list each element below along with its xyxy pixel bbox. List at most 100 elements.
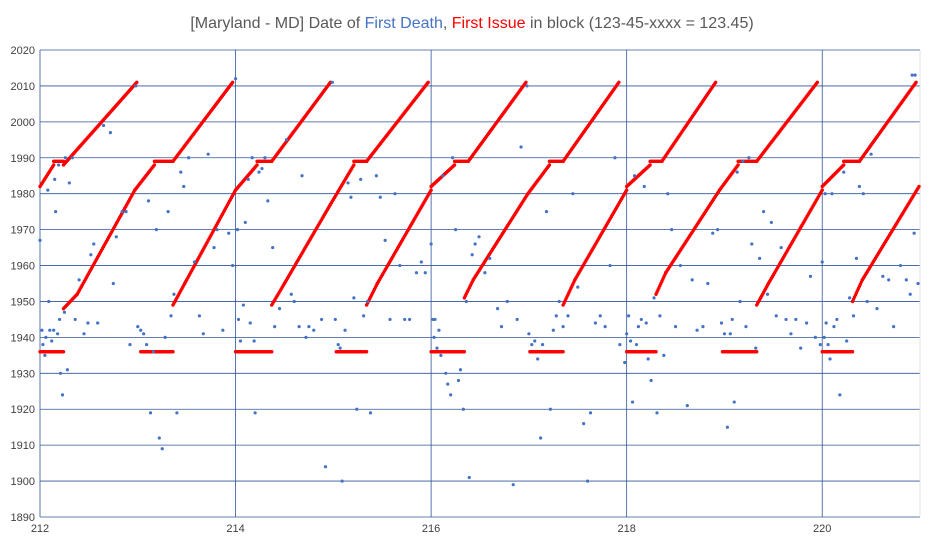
first-death-point xyxy=(215,228,219,232)
first-death-point xyxy=(470,253,474,257)
first-death-point xyxy=(266,199,270,203)
first-death-point xyxy=(423,271,427,275)
first-death-point xyxy=(784,317,788,322)
first-death-point xyxy=(197,314,201,318)
first-death-point xyxy=(134,84,138,88)
first-death-point xyxy=(818,342,822,347)
first-death-point xyxy=(433,317,437,322)
y-tick-label: 2000 xyxy=(11,117,35,129)
first-death-point xyxy=(57,317,62,322)
first-death-point xyxy=(323,465,328,469)
first-death-point xyxy=(453,228,458,232)
first-death-point xyxy=(227,231,231,235)
first-death-point xyxy=(53,177,57,181)
first-issue-point xyxy=(736,163,740,167)
first-death-point xyxy=(566,314,570,318)
first-death-point xyxy=(111,281,115,286)
first-issue-point xyxy=(815,80,820,85)
first-death-point xyxy=(544,210,549,214)
first-issue-point xyxy=(230,80,235,85)
first-death-point xyxy=(352,296,356,300)
first-death-point xyxy=(496,307,500,311)
first-death-point xyxy=(50,339,54,343)
first-death-point xyxy=(732,400,736,404)
first-death-point xyxy=(511,483,515,487)
first-death-point xyxy=(70,156,74,160)
first-death-point xyxy=(898,263,903,268)
first-death-point xyxy=(828,357,832,361)
first-death-point xyxy=(441,174,445,178)
first-issue-point xyxy=(61,350,66,354)
first-death-point xyxy=(741,159,745,163)
first-death-point xyxy=(89,253,93,257)
first-issue-series xyxy=(38,80,921,354)
first-death-point xyxy=(571,192,575,196)
first-death-point xyxy=(92,242,96,246)
first-issue-point xyxy=(51,163,56,167)
y-tick-label: 1990 xyxy=(11,153,35,165)
first-death-point xyxy=(730,317,734,322)
first-death-point xyxy=(63,156,68,160)
first-death-point xyxy=(910,73,914,77)
first-issue-point xyxy=(135,80,139,85)
first-death-point xyxy=(832,325,836,329)
first-death-point xyxy=(120,210,124,214)
first-death-point xyxy=(678,263,683,268)
first-death-point xyxy=(539,436,543,440)
first-death-point xyxy=(666,192,670,196)
first-death-point xyxy=(398,263,402,268)
y-tick-label: 2010 xyxy=(11,81,35,93)
first-death-point xyxy=(642,184,646,189)
first-death-point xyxy=(449,393,453,397)
first-death-point xyxy=(735,170,739,174)
first-death-point xyxy=(419,260,423,264)
first-death-point xyxy=(912,231,916,235)
first-death-point xyxy=(124,210,128,214)
first-death-point xyxy=(754,346,758,350)
first-death-point xyxy=(881,274,885,278)
first-death-point xyxy=(525,84,529,88)
first-death-point xyxy=(346,181,350,185)
first-death-point xyxy=(179,170,183,174)
first-death-point xyxy=(628,339,633,343)
first-death-point xyxy=(312,328,316,332)
first-death-point xyxy=(41,342,45,347)
first-death-point xyxy=(429,242,433,246)
first-death-point xyxy=(636,325,641,329)
first-issue-point xyxy=(624,188,629,192)
first-death-point xyxy=(630,400,635,404)
first-death-point xyxy=(206,152,210,156)
first-issue-point xyxy=(429,188,433,192)
first-death-point xyxy=(488,256,492,260)
y-tick-label: 1920 xyxy=(11,404,35,416)
first-death-point xyxy=(252,339,256,343)
first-death-point xyxy=(47,299,51,304)
first-death-point xyxy=(248,321,252,325)
first-death-point xyxy=(842,170,846,174)
first-death-point xyxy=(383,238,387,242)
first-death-point xyxy=(652,296,656,300)
first-death-point xyxy=(201,332,205,336)
first-death-point xyxy=(233,77,238,81)
chart-title: [Maryland - MD] Date of First Death, Fir… xyxy=(190,15,753,32)
first-death-point xyxy=(338,346,342,350)
first-death-point xyxy=(221,328,225,332)
first-death-point xyxy=(519,145,523,149)
first-death-point xyxy=(593,321,597,325)
first-death-point xyxy=(44,335,48,339)
first-death-point xyxy=(865,299,869,304)
first-death-point xyxy=(857,184,861,189)
first-death-point xyxy=(719,321,724,325)
first-death-point xyxy=(243,220,247,225)
first-death-point xyxy=(823,192,827,196)
first-death-point xyxy=(608,263,612,268)
first-issue-point xyxy=(561,350,565,354)
first-death-point xyxy=(875,307,879,311)
first-death-point xyxy=(260,166,264,171)
first-death-point xyxy=(157,436,161,440)
first-death-point xyxy=(477,235,481,239)
first-death-point xyxy=(728,332,732,336)
first-death-point xyxy=(43,353,47,357)
first-death-point xyxy=(527,332,531,336)
